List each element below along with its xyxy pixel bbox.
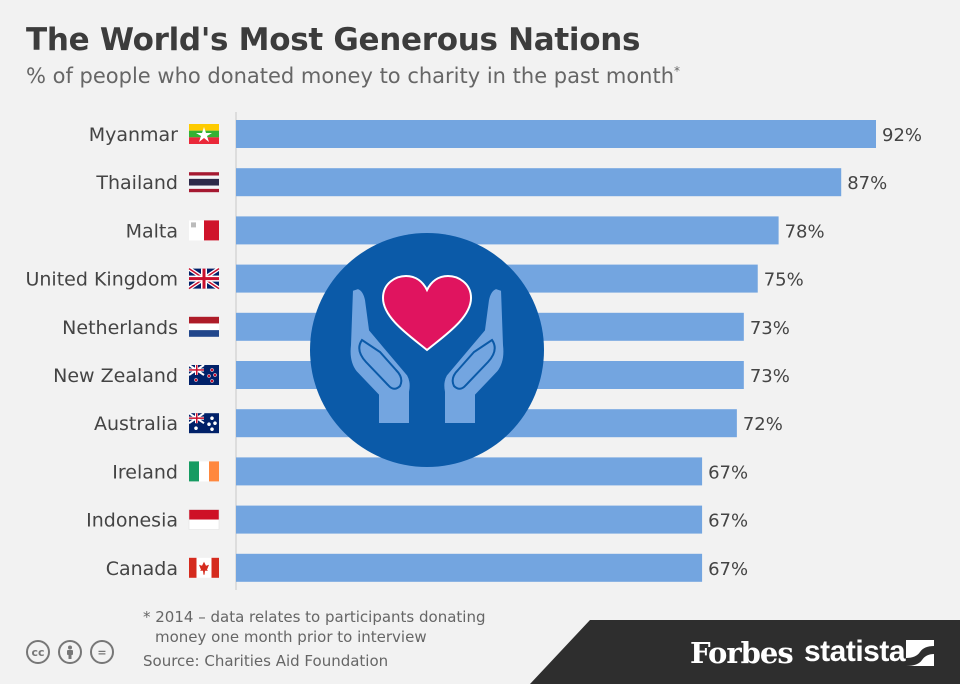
category-label: Malta <box>126 220 178 242</box>
value-label: 73% <box>750 366 790 387</box>
category-label: Australia <box>94 413 178 435</box>
new-zealand-flag-icon <box>188 364 219 385</box>
subtitle-text: % of people who donated money to charity… <box>26 64 675 88</box>
heart-icon <box>381 274 473 352</box>
canada-flag-icon <box>189 557 219 578</box>
category-label: Canada <box>106 558 178 580</box>
creative-commons-icon[interactable]: cc <box>26 640 50 664</box>
category-label: Indonesia <box>86 510 178 532</box>
license-icons: cc = <box>26 640 114 664</box>
value-label: 67% <box>708 511 748 532</box>
forbes-logo[interactable]: Forbes <box>690 636 794 670</box>
bar-indonesia <box>236 505 703 534</box>
category-label: United Kingdom <box>25 269 178 291</box>
footnote-line-2: money one month prior to interview <box>155 628 427 646</box>
value-label: 67% <box>708 559 748 580</box>
category-label: Thailand <box>95 172 178 194</box>
chart-title: The World's Most Generous Nations <box>26 22 641 58</box>
footnote-line-1: * 2014 – data relates to participants do… <box>143 608 486 626</box>
value-label: 92% <box>882 125 922 146</box>
category-label: New Zealand <box>53 365 178 387</box>
statista-mark-icon <box>906 640 934 666</box>
myanmar-flag-icon <box>189 124 219 144</box>
value-label: 67% <box>708 462 748 483</box>
value-label: 75% <box>764 270 804 291</box>
uk-flag-icon <box>187 266 221 291</box>
ireland-flag-icon <box>189 461 219 482</box>
malta-flag-icon <box>189 220 219 241</box>
heart-in-hands-icon <box>310 233 544 467</box>
netherlands-flag-icon <box>189 316 219 337</box>
statista-logo[interactable]: statista <box>804 635 906 668</box>
value-label: 87% <box>847 173 887 194</box>
value-label: 73% <box>750 318 790 339</box>
value-label: 72% <box>743 414 783 435</box>
value-label: 78% <box>785 221 825 242</box>
indonesia-flag-icon <box>188 509 220 530</box>
thailand-flag-icon <box>189 172 219 193</box>
chart-subtitle: % of people who donated money to charity… <box>26 64 680 88</box>
source-text: Source: Charities Aid Foundation <box>143 652 389 670</box>
attribution-icon[interactable] <box>58 640 82 664</box>
bar-myanmar <box>236 120 876 148</box>
footnote: * 2014 – data relates to participants do… <box>143 607 485 647</box>
footer-bar <box>530 620 960 684</box>
category-label: Netherlands <box>62 317 178 339</box>
bar-ireland <box>236 457 703 486</box>
category-label: Myanmar <box>89 124 178 146</box>
bar-canada <box>236 553 703 582</box>
bar-malta <box>236 216 779 245</box>
bar-thailand <box>236 168 842 197</box>
australia-flag-icon <box>188 412 219 434</box>
subtitle-asterisk: * <box>674 64 681 78</box>
no-derivatives-icon[interactable]: = <box>90 640 114 664</box>
category-label: Ireland <box>112 461 178 483</box>
